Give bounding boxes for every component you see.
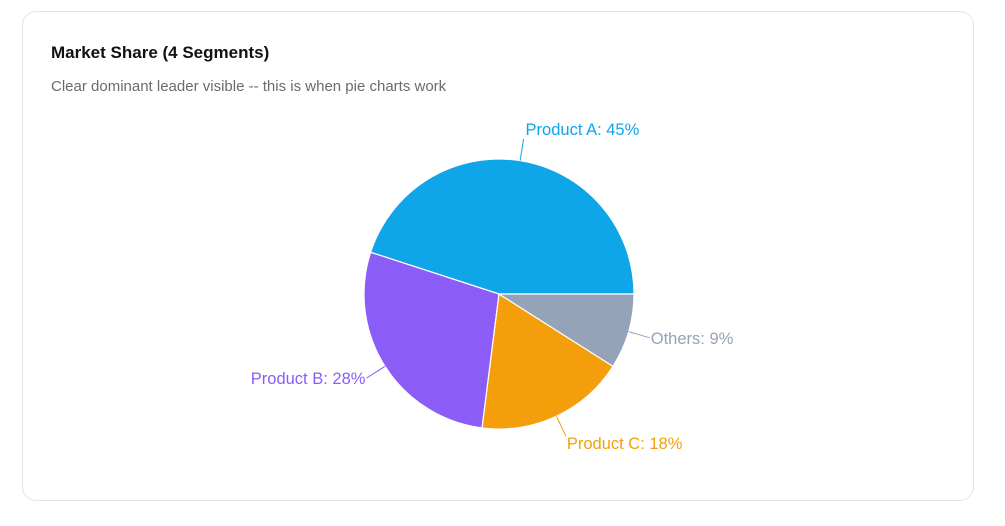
- pie-slice-product-b[interactable]: [363, 251, 500, 429]
- chart-subtitle: Clear dominant leader visible -- this is…: [51, 78, 447, 95]
- leader-line-product-b: [366, 365, 386, 379]
- slice-label-product-a: Product A: 45%: [526, 121, 640, 139]
- chart-title: Market Share (4 Segments): [51, 43, 270, 62]
- slice-label-product-b: Product B: 28%: [251, 370, 366, 388]
- slice-label-product-c: Product C: 18%: [567, 435, 683, 453]
- pie-slice-product-c[interactable]: [481, 292, 614, 430]
- slice-label-others: Others: 9%: [651, 330, 734, 348]
- leader-line-others: [628, 331, 650, 339]
- leader-line-product-a: [519, 138, 525, 161]
- leader-line-product-c: [556, 415, 567, 437]
